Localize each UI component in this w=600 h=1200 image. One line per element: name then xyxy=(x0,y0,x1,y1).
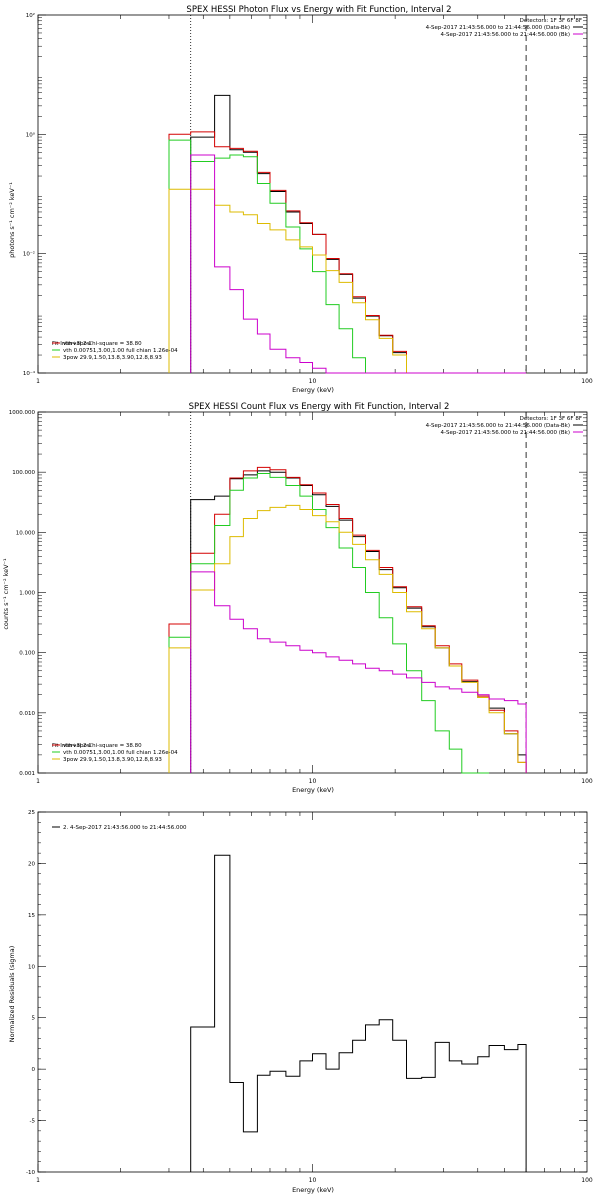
count-flux-ylabel: counts s⁻¹ cm⁻² keV⁻¹ xyxy=(2,558,10,630)
count-flux-detectors: Detectors: 1F 3F 6F 8F xyxy=(520,416,582,422)
residuals-ytick-label: 0 xyxy=(32,1067,36,1073)
count-flux-ytick-label: 0.001 xyxy=(19,771,35,777)
photon-flux-xtick-label: 10 xyxy=(309,378,317,385)
photon-flux-ytick-label: 10⁻⁴ xyxy=(23,370,36,377)
photon-flux-legend-label: vth+3pow xyxy=(63,341,92,347)
count-flux-plot: 1 10 100 0.001 0.010 0.100 1.000 10.000 100.000 1… xyxy=(9,410,593,785)
photon-flux-header-line1: 4-Sep-2017 21:43:56.000 to 21:44:56.000 … xyxy=(426,25,570,31)
photon-flux-series-data xyxy=(190,94,527,374)
count-flux-header-line1: 4-Sep-2017 21:43:56.000 to 21:44:56.000 … xyxy=(426,423,570,429)
residuals-xtick-label: 100 xyxy=(581,1177,593,1184)
count-flux-legend-label: 3pow 29.9,1.50,13.8,3.90,12.8,8.93 xyxy=(63,757,162,763)
photon-flux-series-3pow xyxy=(168,188,527,374)
count-flux-title: SPEX HESSI Count Flux vs Energy with Fit… xyxy=(189,402,450,412)
photon-flux-detectors: Detectors: 1F 3F 6F 8F xyxy=(520,18,582,24)
photon-flux-xtick-label: 1 xyxy=(36,378,40,385)
residuals-ytick-label: 15 xyxy=(28,913,35,919)
count-flux-series-data xyxy=(190,470,527,773)
residuals-ytick-label: 25 xyxy=(28,810,35,816)
residuals-ytick-label: -10 xyxy=(26,1170,35,1176)
count-flux-xtick-label: 1 xyxy=(36,778,40,785)
photon-flux-title: SPEX HESSI Photon Flux vs Energy with Fi… xyxy=(186,5,451,15)
photon-flux-ytick-label: 10⁰ xyxy=(26,131,36,138)
photon-flux-ytick-label: 10² xyxy=(26,12,35,19)
photon-flux-fit-label: Fit Interval 2 Chi-square = 38.80 xyxy=(52,341,142,347)
count-flux-panel: SPEX HESSI Count Flux vs Energy with Fit… xyxy=(2,402,582,794)
photon-flux-xlabel: Energy (keV) xyxy=(292,386,334,394)
photon-flux-ylabel: photons s⁻¹ cm⁻² keV⁻¹ xyxy=(8,182,16,258)
residuals-xtick-label: 10 xyxy=(309,1177,317,1184)
count-flux-ytick-label: 10.000 xyxy=(16,530,36,536)
count-flux-xtick-label: 10 xyxy=(309,778,317,785)
residuals-xlabel: Energy (keV) xyxy=(292,1186,334,1194)
residuals-legend-label: 2. 4-Sep-2017 21:43:56.000 to 21:44:56.0… xyxy=(63,825,187,831)
count-flux-series-bkg xyxy=(190,571,527,773)
residuals-xtick-label: 1 xyxy=(36,1177,40,1184)
photon-flux-series-bkg xyxy=(190,154,527,374)
count-flux-fit-label: Fit Interval 2 Chi-square = 38.80 xyxy=(52,743,142,749)
photon-flux-ytick-label: 10⁻² xyxy=(23,251,35,258)
count-flux-ytick-label: 1000.000 xyxy=(9,410,36,416)
photon-flux-xtick-label: 100 xyxy=(581,378,593,385)
photon-flux-legend-label: vth 0.00751,3.00,1.00 full chian 1.26e-0… xyxy=(63,348,178,354)
count-flux-xlabel: Energy (keV) xyxy=(292,786,334,794)
count-flux-legend-label: vth+3pow xyxy=(63,743,92,749)
residuals-plot: 1 10 100 -10 -5 0 5 10 15 20 25 2. 4-Sep-2017 21:43… xyxy=(26,810,593,1184)
count-flux-legend-label: vth 0.00751,3.00,1.00 full chian 1.26e-0… xyxy=(63,750,178,756)
residuals-ytick-label: 10 xyxy=(28,964,35,970)
count-flux-ytick-label: 100.000 xyxy=(12,470,35,476)
residuals-axes-frame xyxy=(37,811,588,1173)
residuals-ylabel: Normalized Residuals (sigma) xyxy=(8,946,16,1043)
residuals-ytick-label: -5 xyxy=(30,1119,36,1125)
residuals-ytick-label: 20 xyxy=(28,861,35,867)
photon-flux-axes-frame xyxy=(37,14,588,374)
count-flux-series-3pow xyxy=(168,504,527,773)
count-flux-header-line2: 4-Sep-2017 21:43:56.000 to 21:44:56.000 … xyxy=(441,430,571,436)
residuals-ytick-label: 5 xyxy=(32,1016,36,1022)
photon-flux-panel: SPEX HESSI Photon Flux vs Energy with Fi… xyxy=(8,5,582,394)
count-flux-xtick-label: 100 xyxy=(581,778,593,785)
photon-flux-legend-label: 3pow 29.9,1.50,13.8,3.90,12.8,8.93 xyxy=(63,355,162,361)
count-flux-ytick-label: 1.000 xyxy=(19,591,35,597)
count-flux-ytick-label: 0.010 xyxy=(19,711,35,717)
residuals-series-2- xyxy=(190,854,527,1172)
photon-flux-series-vth xyxy=(168,139,462,374)
count-flux-ytick-label: 0.100 xyxy=(19,651,35,657)
count-flux-series-vth-3pow xyxy=(168,466,527,773)
photon-flux-header-line2: 4-Sep-2017 21:43:56.000 to 21:44:56.000 … xyxy=(441,32,571,38)
count-flux-series-vth xyxy=(168,473,490,774)
residuals-panel: Normalized Residuals (sigma) Energy (keV… xyxy=(8,946,334,1194)
photon-flux-series-vth-3pow xyxy=(168,131,527,374)
